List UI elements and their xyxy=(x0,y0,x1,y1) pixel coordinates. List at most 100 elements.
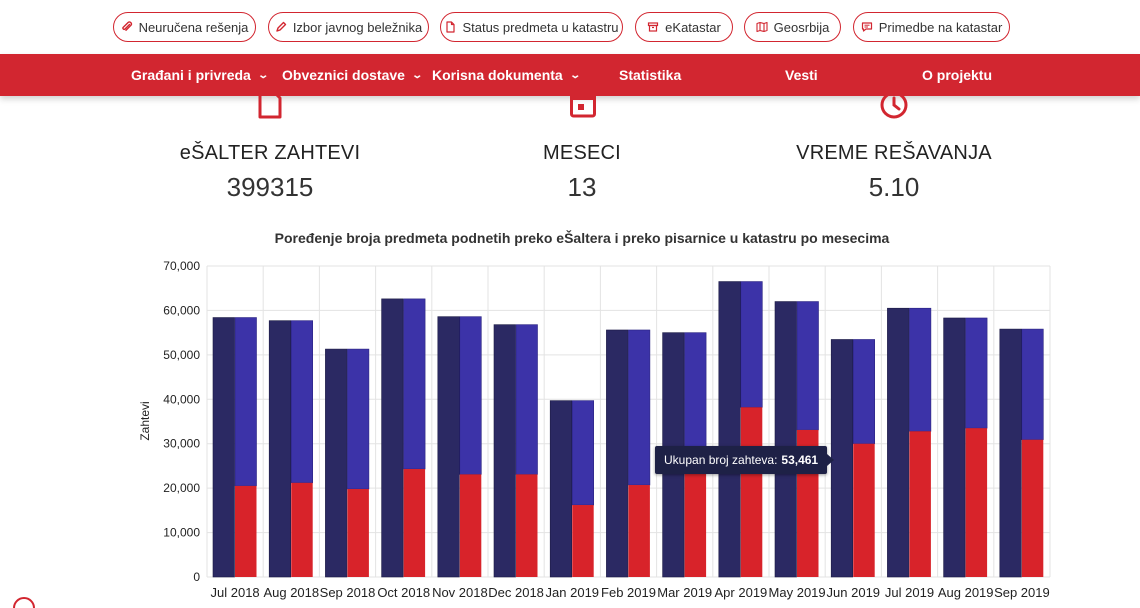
top-link-geosrbija[interactable]: Geosrbija xyxy=(744,12,841,42)
bar-total[interactable] xyxy=(999,328,1022,578)
bar-stack-lower[interactable] xyxy=(965,428,988,577)
bar-total[interactable] xyxy=(830,339,854,578)
nav-label: Obveznici dostave xyxy=(282,67,405,83)
bar-total[interactable] xyxy=(437,316,460,578)
top-link-ekatastar[interactable]: eKatastar xyxy=(635,12,733,42)
map-icon xyxy=(756,21,768,33)
calendar-icon xyxy=(570,90,596,118)
bar-total[interactable] xyxy=(381,298,404,578)
bar-stack-lower[interactable] xyxy=(740,407,763,577)
bar-stack-lower[interactable] xyxy=(459,474,482,577)
bar-stack-upper[interactable] xyxy=(290,320,314,484)
bar-total[interactable] xyxy=(943,317,966,578)
stat-value-vreme: 5.10 xyxy=(868,172,920,202)
stat-value-meseci: 13 xyxy=(567,172,597,202)
nav-o-projektu[interactable]: O projektu xyxy=(922,54,992,96)
bar-total[interactable] xyxy=(325,348,348,578)
top-link-label: Primedbe na katastar xyxy=(878,19,1003,35)
nav-vesti[interactable]: Vesti xyxy=(785,54,818,96)
bar-stack-lower[interactable] xyxy=(235,485,257,577)
top-link-label: Status predmeta u katastru xyxy=(462,19,619,35)
y-tick-label: 20,000 xyxy=(163,481,200,495)
bar-total[interactable] xyxy=(887,307,910,578)
bar-stack-lower[interactable] xyxy=(684,470,707,577)
top-link-neurucena-resenja[interactable]: Neuručena rešenja xyxy=(113,12,256,42)
y-axis-label: Zahtevi xyxy=(138,401,152,440)
bar-stack-lower[interactable] xyxy=(347,489,369,577)
top-link-izbor-beleznika[interactable]: Izbor javnog beležnika xyxy=(268,12,429,42)
stat-label-vreme: VREME REŠAVANJA xyxy=(796,142,992,164)
bar-total[interactable] xyxy=(774,301,797,578)
nav-label: Građani i privreda xyxy=(131,67,251,83)
bar-stack-lower[interactable] xyxy=(628,485,650,577)
comment-icon xyxy=(861,22,872,32)
nav-obveznici-dostave[interactable]: Obveznici dostave ⌄ xyxy=(282,54,424,96)
bar-total[interactable] xyxy=(549,400,573,578)
bar-stack-upper[interactable] xyxy=(515,324,538,475)
bar-stack-lower[interactable] xyxy=(909,431,931,577)
x-tick-label: Jul 2019 xyxy=(885,585,934,600)
y-tick-label: 70,000 xyxy=(163,259,200,273)
nav-label: Korisna dokumenta xyxy=(432,67,563,83)
nav-statistika[interactable]: Statistika xyxy=(619,54,681,96)
y-tick-label: 50,000 xyxy=(163,348,200,362)
bar-stack-upper[interactable] xyxy=(909,307,932,432)
x-tick-label: Mar 2019 xyxy=(657,585,712,600)
bar-stack-upper[interactable] xyxy=(740,281,763,408)
chevron-down-icon: ⌄ xyxy=(411,69,424,81)
stat-label-esalter: eŠALTER ZAHTEVI xyxy=(179,142,361,164)
x-axis-ticks: Jul 2018 Aug 2018 Sep 2018 Oct 2018 Nov 2018… xyxy=(211,585,1050,600)
x-tick-label: Jan 2019 xyxy=(546,585,600,600)
bar-stack-upper[interactable] xyxy=(403,298,426,470)
x-tick-label: Dec 2018 xyxy=(488,585,544,600)
pencil-icon xyxy=(276,21,287,32)
paperclip-icon xyxy=(121,21,132,31)
bar-stack-lower[interactable] xyxy=(572,505,594,577)
top-link-label: Izbor javnog beležnika xyxy=(292,19,423,35)
bar-stack-upper[interactable] xyxy=(1021,328,1044,441)
chevron-down-icon: ⌄ xyxy=(257,69,269,81)
nav-korisna-dokumenta[interactable]: Korisna dokumenta ⌄ xyxy=(432,54,581,96)
top-links-bar: Neuručena rešenja Izbor javnog beležnika… xyxy=(0,0,1140,54)
bar-stack-lower[interactable] xyxy=(853,443,875,577)
bar-total[interactable] xyxy=(493,324,516,578)
chevron-down-icon: ⌄ xyxy=(569,69,581,81)
top-link-label: Geosrbija xyxy=(773,19,830,35)
tooltip-value: 53,461 xyxy=(781,453,819,467)
bar-stack-upper[interactable] xyxy=(965,317,988,429)
top-link-primedbe[interactable]: Primedbe na katastar xyxy=(853,12,1010,42)
bar-stack-upper[interactable] xyxy=(234,317,257,487)
x-tick-label: Oct 2018 xyxy=(377,585,430,600)
bar-total[interactable] xyxy=(212,317,235,578)
bar-stack-lower[interactable] xyxy=(291,482,313,577)
nav-label: Statistika xyxy=(619,67,682,83)
x-tick-label: Sep 2018 xyxy=(320,585,376,600)
document-icon xyxy=(258,89,282,119)
tooltip-label: Ukupan broj zahteva: xyxy=(664,453,778,467)
bar-total[interactable] xyxy=(718,281,741,578)
bar-stack-upper[interactable] xyxy=(347,348,370,490)
y-axis-ticks: 0 10,000 20,000 30,000 40,000 50,000 60,000 70,… xyxy=(163,259,200,584)
bar-stack-lower[interactable] xyxy=(516,474,538,577)
bar-stack-upper[interactable] xyxy=(459,316,482,475)
bottom-left-decoration xyxy=(13,597,35,608)
y-tick-label: 30,000 xyxy=(163,437,200,451)
x-tick-label: Feb 2019 xyxy=(601,585,656,600)
stat-value-esalter: 399315 xyxy=(226,172,314,202)
bar-total[interactable] xyxy=(606,329,629,578)
bar-stack-upper[interactable] xyxy=(852,339,876,445)
x-tick-label: Nov 2018 xyxy=(432,585,488,600)
bar-total[interactable] xyxy=(268,320,292,578)
document-icon xyxy=(446,21,456,33)
bar-stack-lower[interactable] xyxy=(1021,439,1044,577)
bar-stack-upper[interactable] xyxy=(571,400,595,506)
top-link-status-predmeta[interactable]: Status predmeta u katastru xyxy=(440,12,623,42)
bar-stack-lower[interactable] xyxy=(403,469,426,577)
archive-icon xyxy=(648,22,659,32)
nav-gradjani-i-privreda[interactable]: Građani i privreda ⌄ xyxy=(131,54,269,96)
top-link-label: eKatastar xyxy=(665,19,721,35)
bar-tooltip: Ukupan broj zahteva: 53,461 xyxy=(655,446,835,474)
bar-stack-upper[interactable] xyxy=(628,329,651,486)
bar-stack-upper[interactable] xyxy=(796,301,819,431)
